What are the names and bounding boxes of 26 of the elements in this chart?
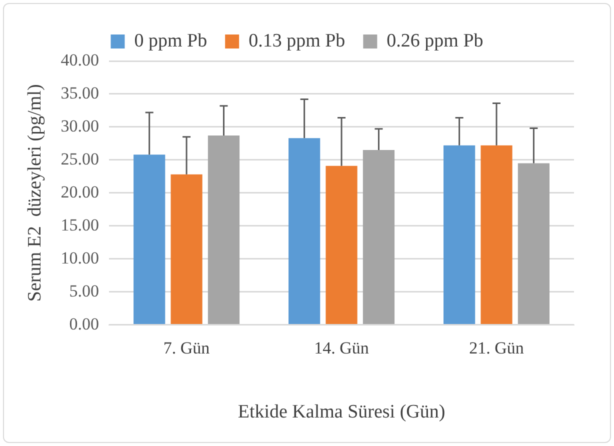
bar <box>208 136 240 324</box>
x-tick-label: 21. Gün <box>469 338 524 358</box>
y-tick-label: 30.00 <box>60 116 100 136</box>
y-axis-title: Serum E2 düzeyleri (pg/ml) <box>24 84 46 302</box>
bar <box>134 154 166 324</box>
bar <box>326 166 358 324</box>
y-tick-label: 20.00 <box>60 182 100 202</box>
x-tick-label: 14. Gün <box>314 338 370 358</box>
legend-label: 0 ppm Pb <box>134 30 208 52</box>
x-tick-label: 7. Gün <box>163 338 210 358</box>
y-tick-label: 25.00 <box>60 149 100 168</box>
bar <box>518 163 550 324</box>
legend-label: 0.26 ppm Pb <box>386 30 484 52</box>
y-tick-label: 35.00 <box>60 83 100 102</box>
bar <box>444 145 476 324</box>
y-tick-label: 5.00 <box>69 281 100 300</box>
y-tick-label: 0.00 <box>69 314 100 334</box>
bar <box>362 150 395 324</box>
x-axis-title: Etkide Kalma Süresi (Gün) <box>238 402 446 423</box>
bar <box>480 145 512 324</box>
bar <box>170 174 202 324</box>
y-tick-label: 40.00 <box>60 50 100 70</box>
bar <box>288 138 320 324</box>
y-tick-label: 15.00 <box>60 215 100 234</box>
legend-label: 0.13 ppm Pb <box>248 30 346 52</box>
y-tick-label: 10.00 <box>60 248 100 268</box>
